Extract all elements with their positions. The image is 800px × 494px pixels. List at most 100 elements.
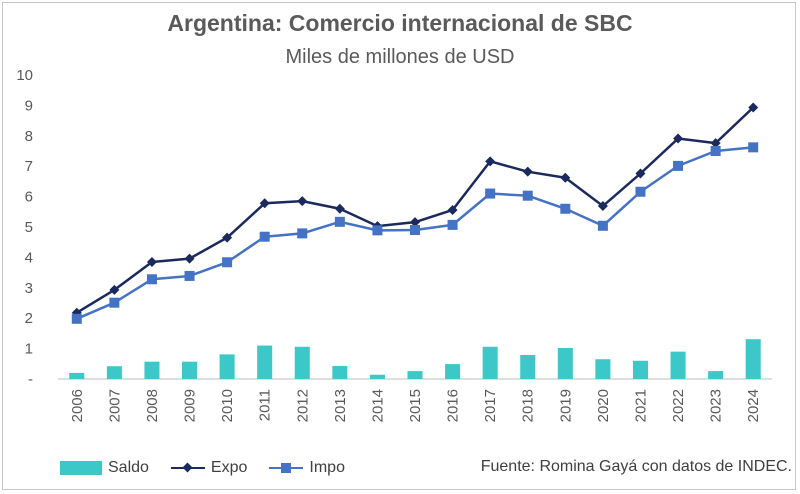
legend-label-impo: Impo bbox=[309, 459, 345, 476]
chart-subtitle: Miles de millones de USD bbox=[285, 46, 515, 68]
bar-saldo bbox=[708, 371, 724, 379]
legend-swatch-saldo bbox=[60, 461, 102, 475]
x-tick-label: 2020 bbox=[595, 389, 612, 422]
x-tick-label: 2013 bbox=[332, 389, 349, 422]
point-impo bbox=[635, 186, 646, 197]
bar-saldo bbox=[144, 361, 160, 379]
bar-saldo bbox=[745, 339, 761, 379]
point-expo bbox=[560, 172, 571, 183]
bar-saldo bbox=[219, 354, 235, 379]
point-expo bbox=[334, 203, 345, 214]
point-impo bbox=[522, 190, 533, 201]
point-impo bbox=[222, 257, 233, 268]
legend-label-saldo: Saldo bbox=[108, 459, 149, 476]
point-impo bbox=[372, 225, 383, 236]
point-impo bbox=[710, 146, 721, 156]
legend-item-expo: Expo bbox=[170, 459, 248, 477]
y-tick-label: 6 bbox=[25, 189, 33, 206]
legend-swatch-impo bbox=[269, 462, 304, 474]
bar-saldo bbox=[182, 361, 198, 379]
point-impo bbox=[673, 160, 684, 171]
point-expo bbox=[710, 138, 721, 149]
point-expo bbox=[222, 232, 233, 243]
x-tick-label: 2017 bbox=[482, 389, 499, 422]
bar-saldo bbox=[520, 354, 536, 379]
x-tick-label: 2011 bbox=[257, 389, 274, 421]
y-tick-label: 8 bbox=[25, 128, 33, 145]
point-impo bbox=[447, 219, 458, 230]
point-impo bbox=[748, 142, 759, 153]
bar-saldo bbox=[482, 346, 498, 379]
bar-saldo bbox=[106, 366, 122, 379]
point-expo bbox=[673, 133, 684, 144]
x-tick-label: 2019 bbox=[557, 389, 574, 422]
point-expo bbox=[597, 201, 608, 212]
point-expo bbox=[146, 256, 157, 267]
bar-saldo bbox=[257, 345, 273, 379]
x-tick-label: 2015 bbox=[407, 389, 424, 422]
point-expo bbox=[109, 284, 120, 295]
x-tick-label: 2023 bbox=[708, 389, 725, 422]
bar-saldo bbox=[632, 360, 648, 379]
y-tick-label: 10 bbox=[16, 67, 33, 84]
bar-saldo bbox=[69, 372, 85, 379]
x-tick-label: 2014 bbox=[369, 389, 386, 422]
bar-saldo bbox=[670, 351, 686, 379]
bar-saldo bbox=[369, 374, 385, 379]
x-tick-label: 2007 bbox=[106, 389, 123, 422]
line-expo bbox=[76, 106, 755, 314]
bar-saldo bbox=[294, 346, 310, 379]
bar-saldo bbox=[407, 371, 423, 379]
x-tick-label: 2016 bbox=[445, 389, 462, 422]
x-tick-label: 2022 bbox=[670, 389, 687, 422]
legend-label-expo: Expo bbox=[210, 459, 248, 476]
bar-saldo bbox=[445, 364, 461, 379]
point-impo bbox=[334, 216, 345, 227]
x-tick-label: 2008 bbox=[144, 389, 161, 422]
point-impo bbox=[71, 313, 82, 324]
y-tick-label: 1 bbox=[25, 341, 33, 358]
y-tick-label: 2 bbox=[25, 310, 33, 327]
y-tick-label: 9 bbox=[25, 97, 33, 114]
legend-item-saldo: Saldo bbox=[60, 459, 149, 477]
x-tick-label: 2009 bbox=[182, 389, 199, 422]
point-impo bbox=[259, 231, 270, 242]
y-tick-label: 3 bbox=[25, 280, 33, 297]
point-impo bbox=[597, 220, 608, 231]
point-expo bbox=[297, 196, 308, 207]
bar-saldo bbox=[557, 347, 573, 379]
point-expo bbox=[410, 217, 420, 228]
y-tick-label: 7 bbox=[25, 158, 33, 175]
point-impo bbox=[297, 228, 308, 239]
point-expo bbox=[184, 253, 195, 264]
point-expo bbox=[522, 166, 533, 177]
point-expo bbox=[447, 204, 458, 215]
source-note: Fuente: Romina Gayá con datos de INDEC. bbox=[480, 458, 792, 475]
bar-saldo bbox=[595, 359, 611, 379]
bar-saldo bbox=[332, 365, 348, 379]
x-tick-label: 2018 bbox=[520, 389, 537, 422]
legend-item-impo: Impo bbox=[269, 459, 345, 477]
point-impo bbox=[146, 274, 157, 285]
point-impo bbox=[410, 225, 420, 236]
point-expo bbox=[635, 168, 646, 179]
y-tick-label: - bbox=[28, 371, 33, 388]
x-tick-label: 2021 bbox=[632, 389, 649, 422]
point-expo bbox=[748, 102, 759, 113]
point-expo bbox=[485, 156, 496, 167]
point-impo bbox=[485, 188, 496, 199]
legend-swatch-expo bbox=[170, 462, 205, 474]
x-tick-label: 2012 bbox=[294, 389, 311, 422]
x-tick-label: 2006 bbox=[69, 389, 86, 422]
legend: Saldo Expo Impo bbox=[60, 456, 367, 480]
point-impo bbox=[560, 203, 571, 214]
x-tick-label: 2010 bbox=[219, 389, 236, 422]
point-expo bbox=[259, 198, 270, 209]
x-tick-label: 2024 bbox=[745, 389, 762, 422]
point-impo bbox=[184, 270, 195, 281]
y-tick-label: 4 bbox=[25, 249, 33, 266]
point-impo bbox=[109, 297, 120, 308]
chart-title: Argentina: Comercio internacional de SBC bbox=[167, 10, 633, 36]
